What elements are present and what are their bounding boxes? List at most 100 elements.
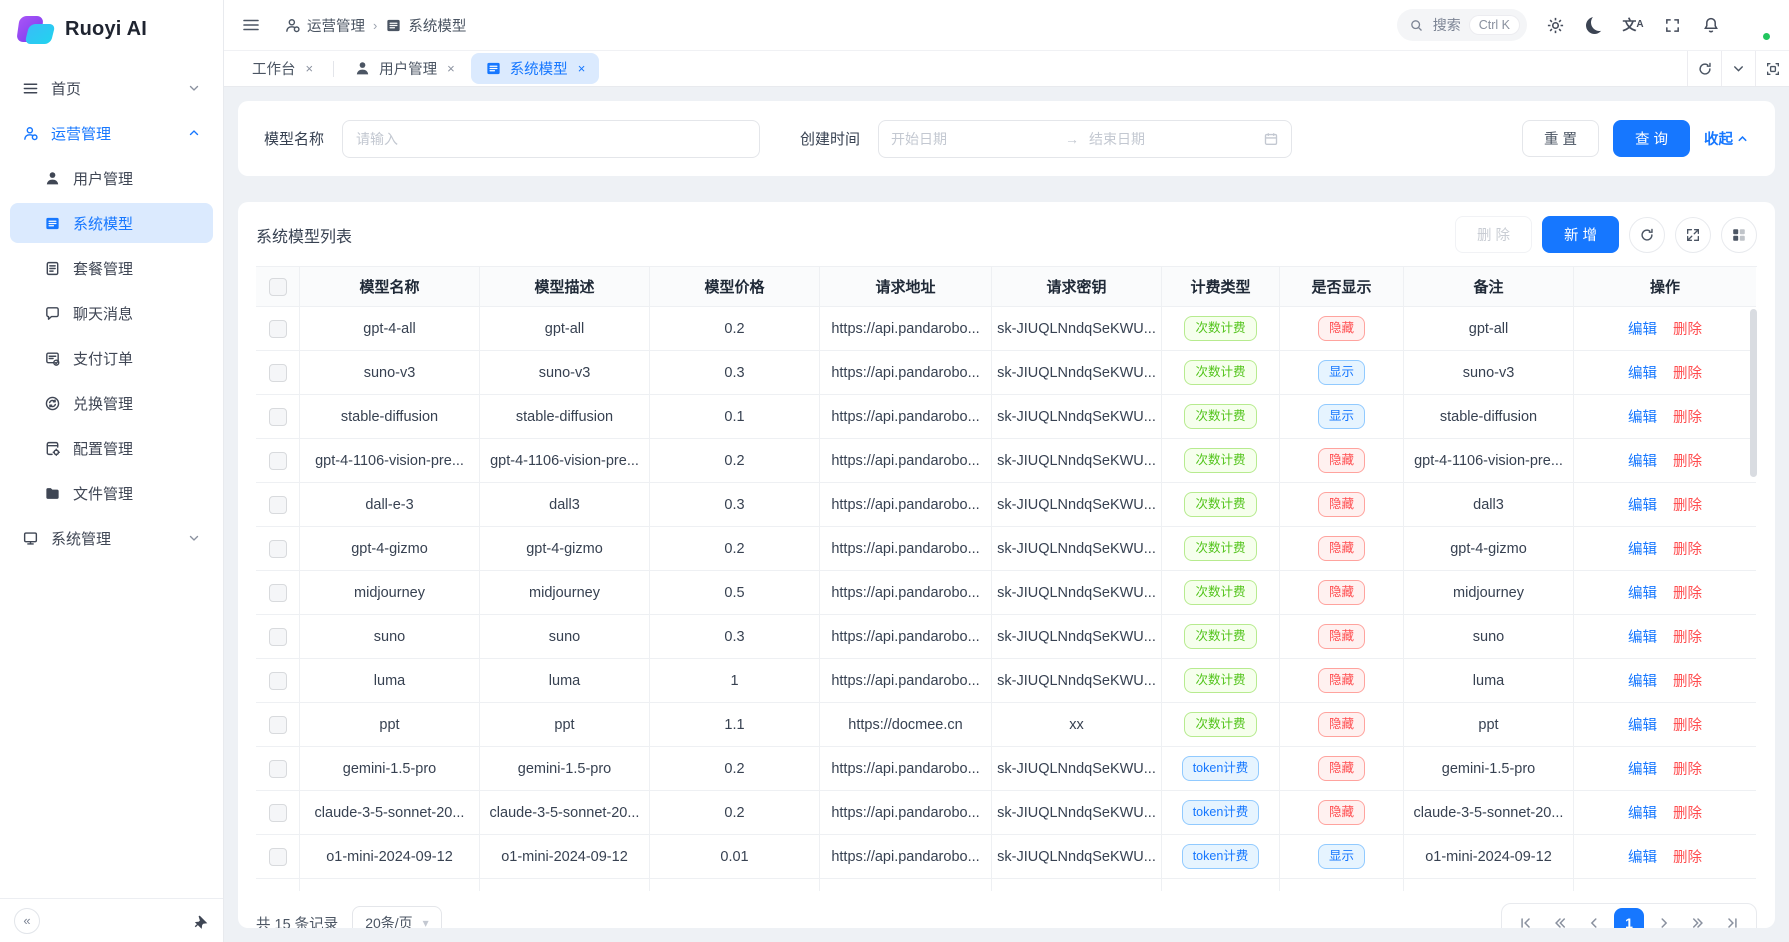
table-scrollbar[interactable] [1750,309,1757,477]
sidebar-collapse-button[interactable]: « [14,908,40,934]
row-checkbox[interactable] [269,760,287,778]
edit-link[interactable]: 编辑 [1628,318,1657,339]
delete-link[interactable]: 删除 [1673,406,1702,427]
refresh-table-icon[interactable] [1629,217,1665,253]
breadcrumb-item[interactable]: 系统模型 [385,15,466,36]
chevron-down-icon[interactable] [1721,51,1755,86]
bell-icon[interactable] [1700,14,1722,36]
select-all-checkbox[interactable] [269,278,287,296]
translate-icon[interactable]: 文A [1622,14,1644,36]
delete-link[interactable]: 删除 [1673,626,1702,647]
delete-link[interactable]: 删除 [1673,802,1702,823]
sidebar-item-配置管理[interactable]: 配置管理 [10,428,213,468]
delete-link[interactable]: 删除 [1673,318,1702,339]
row-checkbox[interactable] [269,716,287,734]
sidebar-item-支付订单[interactable]: 支付订单 [10,338,213,378]
next-page-button[interactable] [1650,909,1678,928]
close-icon[interactable]: × [578,61,586,76]
edit-link[interactable]: 编辑 [1628,538,1657,559]
row-checkbox[interactable] [269,452,287,470]
sidebar-item-套餐管理[interactable]: 套餐管理 [10,248,213,288]
query-button[interactable]: 查 询 [1613,120,1690,157]
row-checkbox[interactable] [269,672,287,690]
row-checkbox[interactable] [269,628,287,646]
sidebar-item-文件管理[interactable]: 文件管理 [10,473,213,513]
delete-link[interactable]: 删除 [1673,582,1702,603]
refresh-tab-icon[interactable] [1687,51,1721,86]
expand-table-icon[interactable] [1675,217,1711,253]
maximize-icon[interactable] [1755,51,1789,86]
sidebar-item-label: 支付订单 [73,348,201,369]
config-icon [44,440,61,457]
cell-visibility: 隐藏 [1280,307,1404,351]
add-button[interactable]: 新 增 [1542,216,1619,253]
sidebar-item-系统模型[interactable]: 系统模型 [10,203,213,243]
edit-link[interactable]: 编辑 [1628,670,1657,691]
edit-link[interactable]: 编辑 [1628,450,1657,471]
cell-remark [1404,879,1574,891]
delete-link[interactable]: 删除 [1673,714,1702,735]
current-page[interactable]: 1 [1614,908,1644,928]
tab-工作台[interactable]: 工作台× [238,53,327,84]
delete-link[interactable]: 删除 [1673,450,1702,471]
user-avatar[interactable] [1739,9,1771,41]
model-name-input[interactable] [342,120,760,158]
edit-link[interactable]: 编辑 [1628,406,1657,427]
delete-link[interactable]: 删除 [1673,670,1702,691]
sidebar-item-系统管理[interactable]: 系统管理 [10,518,213,558]
column-header: 模型名称 [300,267,480,307]
row-checkbox[interactable] [269,408,287,426]
row-checkbox[interactable] [269,804,287,822]
pin-icon[interactable] [193,913,209,929]
row-checkbox[interactable] [269,848,287,866]
moon-icon[interactable] [1583,14,1605,36]
table-row: pptppt1.1https://docmee.cnxx次数计费隐藏ppt编辑删… [256,703,1757,747]
breadcrumb-item[interactable]: 运营管理 [284,15,365,36]
row-checkbox[interactable] [269,540,287,558]
delete-button[interactable]: 删 除 [1455,216,1532,253]
edit-link[interactable]: 编辑 [1628,714,1657,735]
collapse-filter-link[interactable]: 收起 [1704,128,1749,149]
menu-toggle-icon[interactable] [238,12,264,38]
billing-badge: 次数计费 [1184,712,1256,736]
prev-page-button[interactable] [1580,909,1608,928]
first-page-button[interactable] [1512,909,1540,928]
edit-link[interactable]: 编辑 [1628,626,1657,647]
row-checkbox[interactable] [269,584,287,602]
delete-link[interactable]: 删除 [1673,846,1702,867]
sidebar-item-聊天消息[interactable]: 聊天消息 [10,293,213,333]
tab-用户管理[interactable]: 用户管理× [340,53,469,84]
gear-icon[interactable] [1544,14,1566,36]
edit-link[interactable]: 编辑 [1628,582,1657,603]
row-checkbox[interactable] [269,364,287,382]
delete-link[interactable]: 删除 [1673,758,1702,779]
row-checkbox[interactable] [269,496,287,514]
edit-link[interactable]: 编辑 [1628,494,1657,515]
cell-actions: 编辑删除 [1574,439,1756,483]
sidebar-item-用户管理[interactable]: 用户管理 [10,158,213,198]
sidebar-item-运营管理[interactable]: 运营管理 [10,113,213,153]
row-checkbox[interactable] [269,320,287,338]
edit-link[interactable]: 编辑 [1628,846,1657,867]
close-icon[interactable]: × [447,61,455,76]
close-icon[interactable]: × [306,61,314,76]
edit-link[interactable]: 编辑 [1628,362,1657,383]
cell-model-name: gpt-4-all [300,307,480,351]
delete-link[interactable]: 删除 [1673,494,1702,515]
delete-link[interactable]: 删除 [1673,538,1702,559]
fullscreen-icon[interactable] [1661,14,1683,36]
edit-link[interactable]: 编辑 [1628,758,1657,779]
sidebar-item-首页[interactable]: 首页 [10,68,213,108]
date-range-picker[interactable]: 开始日期 → 结束日期 [878,120,1292,158]
global-search[interactable]: 搜索 Ctrl K [1397,9,1527,41]
jump-back-button[interactable] [1546,909,1574,928]
edit-link[interactable]: 编辑 [1628,802,1657,823]
tab-系统模型[interactable]: 系统模型× [471,53,600,84]
jump-forward-button[interactable] [1684,909,1712,928]
delete-link[interactable]: 删除 [1673,362,1702,383]
reset-button[interactable]: 重 置 [1522,120,1599,157]
column-settings-icon[interactable] [1721,217,1757,253]
last-page-button[interactable] [1718,909,1746,928]
page-size-select[interactable]: 20条/页 ▾ [352,906,442,928]
sidebar-item-兑换管理[interactable]: 兑换管理 [10,383,213,423]
